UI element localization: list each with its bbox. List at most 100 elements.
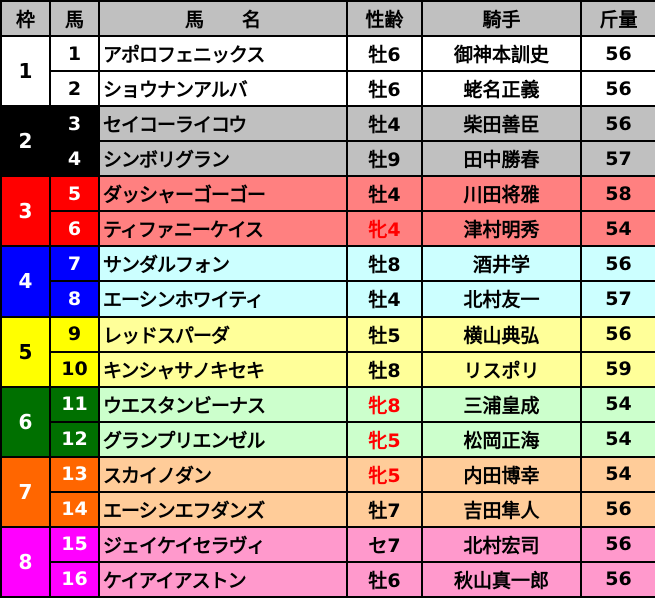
table-body: 1 1 アポロフェニックス 牡6 御神本訓史 56 2 ショウナンアルバ 牡6 蛯名正義 56 2 3 セ… bbox=[0, 34, 655, 598]
weight: 59 bbox=[580, 350, 655, 388]
table-row: 4 7 サンダルフォン 牡8 酒井学 56 bbox=[0, 245, 655, 318]
weight: 56 bbox=[580, 560, 655, 598]
header-weight: 斤量 bbox=[580, 0, 655, 37]
sex-age: 牡8 bbox=[346, 245, 423, 283]
jockey: 北村宏司 bbox=[421, 525, 582, 563]
table-row: 6 ティファニーケイス 牝4 津村明秀 54 bbox=[1, 210, 655, 248]
table-row: 2 ショウナンアルバ 牡6 蛯名正義 56 bbox=[1, 70, 655, 108]
weight: 56 bbox=[580, 70, 655, 108]
table-row: 8 エーシンホワイティ 牡4 北村友一 57 bbox=[1, 280, 655, 318]
header-umaban: 馬 bbox=[49, 0, 100, 37]
horse-name: エーシンエフダンズ bbox=[98, 490, 348, 528]
header-waku: 枠 bbox=[0, 0, 51, 37]
waku-cell: 7 bbox=[0, 455, 51, 528]
jockey: 三浦皇成 bbox=[421, 385, 582, 423]
umaban-cell: 15 bbox=[49, 525, 100, 563]
jockey: 川田将雅 bbox=[421, 175, 582, 213]
weight: 57 bbox=[580, 280, 655, 318]
table-row: 5 9 レッドスパーダ 牡5 横山典弘 56 bbox=[0, 315, 655, 388]
sex-age: 牡4 bbox=[346, 175, 423, 213]
umaban-cell: 1 bbox=[49, 34, 100, 73]
horse-name: ケイアイアストン bbox=[98, 560, 348, 598]
umaban-cell: 5 bbox=[49, 175, 100, 213]
table-row: 3 5 ダッシャーゴーゴー 牡4 川田将雅 58 bbox=[0, 175, 655, 248]
waku-cell: 8 bbox=[0, 525, 51, 598]
weight: 54 bbox=[580, 420, 655, 458]
jockey: 田中勝春 bbox=[421, 140, 582, 178]
sex-age: 牡8 bbox=[346, 350, 423, 388]
umaban-cell: 7 bbox=[49, 245, 100, 283]
horse-name: セイコーライコウ bbox=[98, 105, 348, 143]
header-row: 枠 馬 馬 名 性齢 騎手 斤量 bbox=[0, 0, 655, 37]
jockey: 横山典弘 bbox=[421, 315, 582, 353]
table-row: 10 キンシャサノキセキ 牡8 リスポリ 59 bbox=[1, 350, 655, 388]
horse-name: ショウナンアルバ bbox=[98, 70, 348, 108]
jockey: 内田博幸 bbox=[421, 455, 582, 493]
table-row: 14 エーシンエフダンズ 牡7 吉田隼人 56 bbox=[1, 490, 655, 528]
horse-name: ウエスタンビーナス bbox=[98, 385, 348, 423]
jockey: 北村友一 bbox=[421, 280, 582, 318]
sex-age: 牡4 bbox=[346, 280, 423, 318]
umaban-cell: 2 bbox=[49, 70, 100, 108]
horse-name: レッドスパーダ bbox=[98, 315, 348, 353]
jockey: 柴田善臣 bbox=[421, 105, 582, 143]
header-sexage: 性齢 bbox=[346, 0, 423, 37]
horse-name: ジェイケイセラヴィ bbox=[98, 525, 348, 563]
weight: 58 bbox=[580, 175, 655, 213]
horse-name: アポロフェニックス bbox=[98, 34, 348, 73]
sex-age: 牡6 bbox=[346, 560, 423, 598]
table-row: 1 1 アポロフェニックス 牡6 御神本訓史 56 bbox=[0, 34, 655, 108]
sex-age: 牡7 bbox=[346, 490, 423, 528]
sex-age: 牝4 bbox=[346, 210, 423, 248]
weight: 56 bbox=[580, 525, 655, 563]
sex-age: セ7 bbox=[346, 525, 423, 563]
jockey: 吉田隼人 bbox=[421, 490, 582, 528]
header-name: 馬 名 bbox=[98, 0, 348, 37]
weight: 56 bbox=[580, 105, 655, 143]
horse-name: シンボリグラン bbox=[98, 140, 348, 178]
table-row: 6 11 ウエスタンビーナス 牝8 三浦皇成 54 bbox=[0, 385, 655, 458]
umaban-cell: 16 bbox=[49, 560, 100, 598]
horse-name: ティファニーケイス bbox=[98, 210, 348, 248]
jockey: 酒井学 bbox=[421, 245, 582, 283]
weight: 56 bbox=[580, 245, 655, 283]
sex-age: 牡4 bbox=[346, 105, 423, 143]
jockey: 津村明秀 bbox=[421, 210, 582, 248]
umaban-cell: 14 bbox=[49, 490, 100, 528]
horse-name: グランプリエンゼル bbox=[98, 420, 348, 458]
waku-cell: 2 bbox=[0, 105, 51, 178]
horse-name: エーシンホワイティ bbox=[98, 280, 348, 318]
sex-age: 牡5 bbox=[346, 315, 423, 353]
header-jockey: 騎手 bbox=[421, 0, 582, 37]
umaban-cell: 3 bbox=[49, 105, 100, 143]
horse-name: スカイノダン bbox=[98, 455, 348, 493]
sex-age: 牝5 bbox=[346, 455, 423, 493]
horse-name: サンダルフォン bbox=[98, 245, 348, 283]
horse-name: キンシャサノキセキ bbox=[98, 350, 348, 388]
weight: 56 bbox=[580, 34, 655, 73]
jockey: 御神本訓史 bbox=[421, 34, 582, 73]
umaban-cell: 12 bbox=[49, 420, 100, 458]
sex-age: 牡9 bbox=[346, 140, 423, 178]
sex-age: 牡6 bbox=[346, 70, 423, 108]
horse-name: ダッシャーゴーゴー bbox=[98, 175, 348, 213]
waku-cell: 1 bbox=[0, 34, 51, 108]
sex-age: 牝5 bbox=[346, 420, 423, 458]
weight: 56 bbox=[580, 490, 655, 528]
weight: 54 bbox=[580, 210, 655, 248]
umaban-cell: 4 bbox=[49, 140, 100, 178]
waku-cell: 5 bbox=[0, 315, 51, 388]
jockey: 蛯名正義 bbox=[421, 70, 582, 108]
weight: 54 bbox=[580, 385, 655, 423]
weight: 57 bbox=[580, 140, 655, 178]
weight: 54 bbox=[580, 455, 655, 493]
jockey: 秋山真一郎 bbox=[421, 560, 582, 598]
jockey: 松岡正海 bbox=[421, 420, 582, 458]
table-row: 7 13 スカイノダン 牝5 内田博幸 54 bbox=[0, 455, 655, 528]
table-row: 2 3 セイコーライコウ 牡4 柴田善臣 56 bbox=[0, 105, 655, 178]
sex-age: 牝8 bbox=[346, 385, 423, 423]
sex-age: 牡6 bbox=[346, 34, 423, 73]
waku-cell: 6 bbox=[0, 385, 51, 458]
waku-cell: 4 bbox=[0, 245, 51, 318]
